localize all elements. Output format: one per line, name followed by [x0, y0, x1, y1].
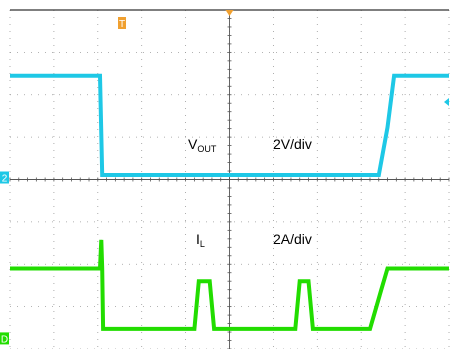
channel-marker-box: [0, 332, 9, 345]
channel-marker-text: 2: [2, 174, 8, 185]
plot-markers: 2 D T: [0, 10, 449, 345]
plot-traces: [10, 73, 449, 331]
channel-marker-vout: 2: [0, 171, 9, 185]
trigger-marker-text: T: [119, 19, 125, 30]
channel-marker-il: D: [0, 332, 9, 345]
series-label-vout: VOUT: [188, 136, 217, 154]
trigger-position-arrow: [225, 10, 234, 16]
series-line-noise-vout: [10, 75, 449, 176]
trigger-marker-box: [118, 17, 126, 29]
series-line-il: [10, 239, 449, 331]
series-scale-vout: 2V/div: [273, 136, 312, 152]
plot-grid: [9, 9, 450, 349]
trigger-marker-top: T: [118, 17, 126, 30]
series-label-il: IL: [196, 231, 205, 249]
channel-marker-text: D: [1, 334, 8, 345]
channel-marker-box: [0, 171, 9, 184]
series-scale-il: 2A/div: [273, 231, 312, 247]
vout-level-arrow: [444, 98, 449, 106]
